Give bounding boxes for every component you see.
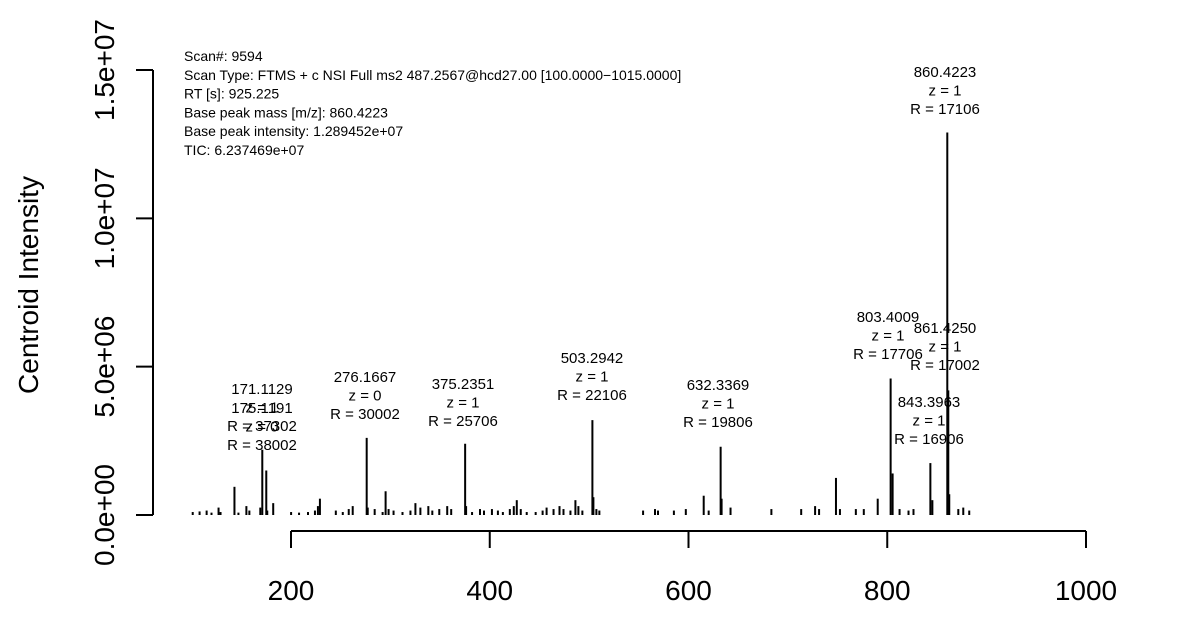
peak-mz-label: 171.1129 (231, 381, 292, 398)
y-tick-label: 0.0e+00 (89, 464, 120, 566)
x-tick-label: 200 (268, 575, 315, 606)
scan-info-block: Scan#: 9594 Scan Type: FTMS + c NSI Full … (184, 48, 681, 158)
peak-mz-label: 843.3963 (898, 394, 961, 411)
peak-annotation: 276.1667 z = 0R = 30002 (330, 369, 400, 423)
peak-resolution-label: R = 17706 (853, 346, 923, 363)
peak-resolution-label: R = 17002 (910, 357, 980, 374)
peak-charge-label: z = 1 (246, 400, 279, 417)
y-tick-label: 1.0e+07 (89, 167, 120, 269)
peak-charge-label: z = 1 (929, 339, 962, 356)
scan-info-line: Scan#: 9594 (184, 48, 263, 64)
scan-info-line: Base peak mass [m/z]: 860.4223 (184, 104, 388, 120)
peak-charge-label: z = 1 (913, 413, 946, 430)
y-axis-title: Centroid Intensity (13, 176, 44, 394)
peak-mz-label: 175.1191 (231, 400, 292, 417)
peak-annotation: 375.2351 z = 1R = 25706 (428, 376, 498, 430)
peak-charge-label: z = 1 (872, 328, 905, 345)
peak-resolution-label: R = 37302 (227, 418, 297, 435)
peak-annotation: 843.3963 z = 1R = 16906 (894, 394, 964, 448)
x-tick-label: 1000 (1055, 575, 1117, 606)
peak-resolution-label: R = 16906 (894, 431, 964, 448)
peak-annotation: 503.2942 z = 1R = 22106 (557, 350, 627, 404)
x-tick-label: 400 (466, 575, 513, 606)
peak-mz-label: 503.2942 (561, 350, 624, 367)
peak-charge-label: z = 1 (447, 395, 480, 412)
peak-annotation: 171.1129 z = 1R = 37302 (227, 381, 297, 435)
peak-annotation: 803.4009 z = 1R = 17706 (853, 309, 923, 363)
x-tick-label: 800 (864, 575, 911, 606)
peak-mz-label: 861.4250 (914, 320, 977, 337)
peak-annotation: 632.3369 z = 1R = 19806 (683, 377, 753, 431)
y-axis: 0.0e+00 5.0e+06 1.0e+07 1.5e+07 (89, 19, 154, 566)
peak-resolution-label: R = 30002 (330, 406, 400, 423)
peak-charge-label: z = 1 (576, 369, 609, 386)
peak-charge-label: z = 0 (246, 419, 279, 436)
y-tick-label: 1.5e+07 (89, 19, 120, 121)
peak-resolution-label: R = 25706 (428, 413, 498, 430)
peak-annotation: 861.4250 z = 1R = 17002 (910, 320, 980, 374)
scan-info-line: Scan Type: FTMS + c NSI Full ms2 487.256… (184, 67, 681, 83)
peak-mz-label: 803.4009 (857, 309, 920, 326)
peak-annotation: 175.1191 z = 0R = 38002 (227, 400, 297, 454)
peak-charge-label: z = 1 (702, 396, 735, 413)
peak-resolution-label: R = 17106 (910, 101, 980, 118)
scan-info-line: RT [s]: 925.225 (184, 86, 279, 102)
peak-mz-label: 860.4223 (914, 64, 977, 81)
peak-mz-label: 375.2351 (432, 376, 495, 393)
scan-info-line: Base peak intensity: 1.289452e+07 (184, 123, 403, 139)
peak-resolution-label: R = 38002 (227, 437, 297, 454)
y-tick-label: 5.0e+06 (89, 316, 120, 418)
peak-charge-label: z = 0 (349, 388, 382, 405)
peak-mz-label: 632.3369 (687, 377, 750, 394)
peak-charge-label: z = 1 (929, 83, 962, 100)
peak-mz-label: 276.1667 (334, 369, 397, 386)
scan-info-line: TIC: 6.237469e+07 (184, 142, 304, 158)
peak-resolution-label: R = 22106 (557, 387, 627, 404)
x-axis: 200 400 600 800 1000 (268, 530, 1117, 606)
peak-annotation: 860.4223 z = 1R = 17106 (910, 64, 980, 118)
spectrum-peaks (191, 132, 971, 515)
x-tick-label: 600 (665, 575, 712, 606)
peak-resolution-label: R = 19806 (683, 414, 753, 431)
